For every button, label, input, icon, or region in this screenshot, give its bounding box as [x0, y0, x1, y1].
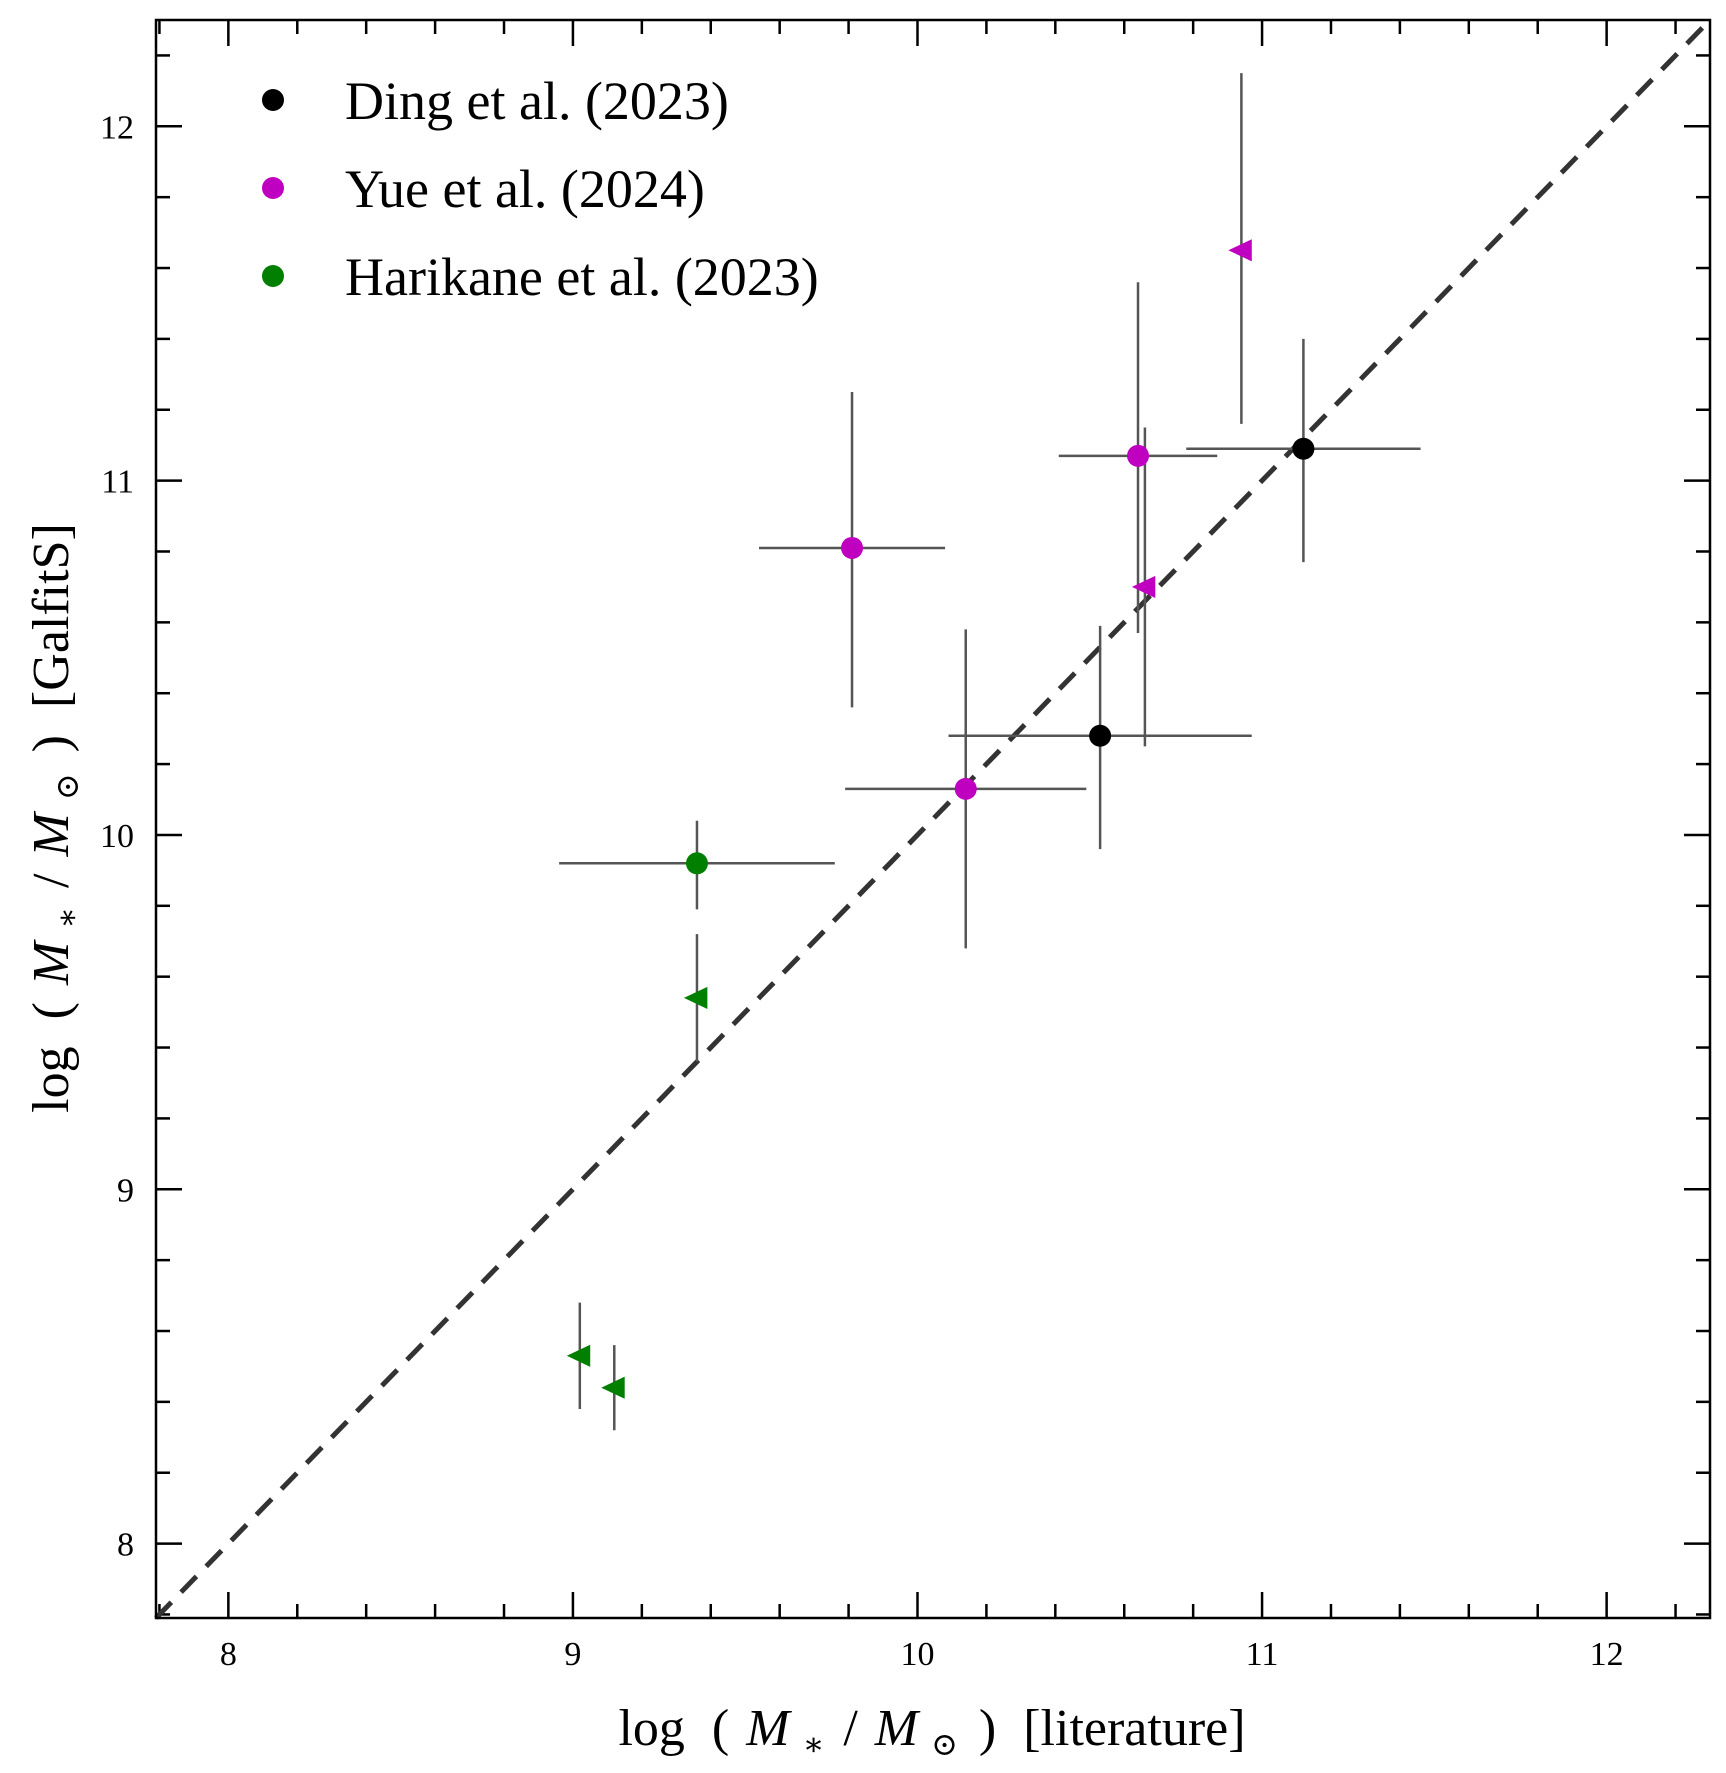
- x-label-m: M: [745, 1700, 792, 1757]
- y-label-m: M: [23, 939, 80, 986]
- legend-entry-ding: Ding et al. (2023): [262, 71, 729, 131]
- data-point: [954, 777, 977, 800]
- y-tick-label: 8: [117, 1527, 134, 1564]
- upper-limit-marker: [566, 1344, 591, 1367]
- y-label-open: (: [23, 1002, 80, 1019]
- data-point: [841, 536, 864, 559]
- x-label-close: ): [979, 1700, 996, 1757]
- data-point: [1127, 444, 1150, 467]
- x-label-log: log: [618, 1700, 684, 1757]
- one-to-one-line: [154, 18, 1712, 1620]
- y-label-slash: /: [23, 873, 80, 888]
- x-tick-label: 9: [564, 1636, 581, 1673]
- y-tick-label: 9: [117, 1172, 134, 1209]
- y-tick-label: 10: [100, 818, 134, 855]
- y-label-suffix: [GalfitS]: [23, 523, 80, 708]
- legend-label-yue: Yue et al. (2024): [345, 159, 705, 219]
- y-tick-label: 12: [100, 109, 134, 146]
- y-label-star: ∗: [49, 907, 85, 929]
- upper-limit-marker: [601, 1376, 625, 1399]
- x-label-sun: ⊙: [931, 1726, 958, 1762]
- plot-frame: [154, 18, 1712, 1620]
- x-tick-label: 11: [1246, 1636, 1279, 1673]
- legend-entry-yue: Yue et al. (2024): [262, 159, 705, 219]
- y-label-log: log: [23, 1046, 80, 1112]
- y-tick-label: 11: [101, 464, 134, 501]
- legend-entry-harikane: Harikane et al. (2023): [262, 247, 819, 307]
- upper-limit-marker: [1131, 575, 1156, 598]
- data-points: [566, 239, 1315, 1399]
- upper-limit-marker: [683, 986, 708, 1009]
- data-point: [1292, 437, 1315, 460]
- x-axis-label: log ( M ∗ / M ⊙ ) [literature]: [618, 1700, 1245, 1767]
- data-point: [1089, 724, 1112, 747]
- legend-label-harikane: Harikane et al. (2023): [345, 247, 819, 307]
- legend: Ding et al. (2023) Yue et al. (2024) Har…: [262, 71, 819, 307]
- x-label-msun: M: [874, 1700, 921, 1757]
- x-label-suffix: [literature]: [1023, 1700, 1245, 1757]
- tick-labels: 8 9 10 11 12 8 9 10 11 12: [100, 109, 1624, 1673]
- data-point: [685, 852, 708, 875]
- x-tick-label: 12: [1590, 1636, 1624, 1673]
- x-tick-label: 10: [900, 1636, 934, 1673]
- upper-limit-marker: [1228, 239, 1252, 262]
- y-label-close: ): [23, 735, 80, 752]
- x-label-star: ∗: [803, 1726, 825, 1762]
- axis-ticks: [156, 20, 1710, 1618]
- legend-marker-harikane: [262, 265, 284, 287]
- y-axis-label: log ( M ∗ / M ⊙ ) [GalfitS]: [23, 523, 90, 1113]
- legend-marker-ding: [262, 89, 284, 111]
- legend-label-ding: Ding et al. (2023): [345, 71, 729, 131]
- legend-marker-yue: [262, 177, 284, 199]
- y-label-sun: ⊙: [49, 773, 85, 800]
- x-label-slash: /: [843, 1700, 858, 1757]
- x-label-open: (: [712, 1700, 729, 1757]
- x-tick-label: 8: [220, 1636, 237, 1673]
- y-label-msun: M: [23, 811, 80, 858]
